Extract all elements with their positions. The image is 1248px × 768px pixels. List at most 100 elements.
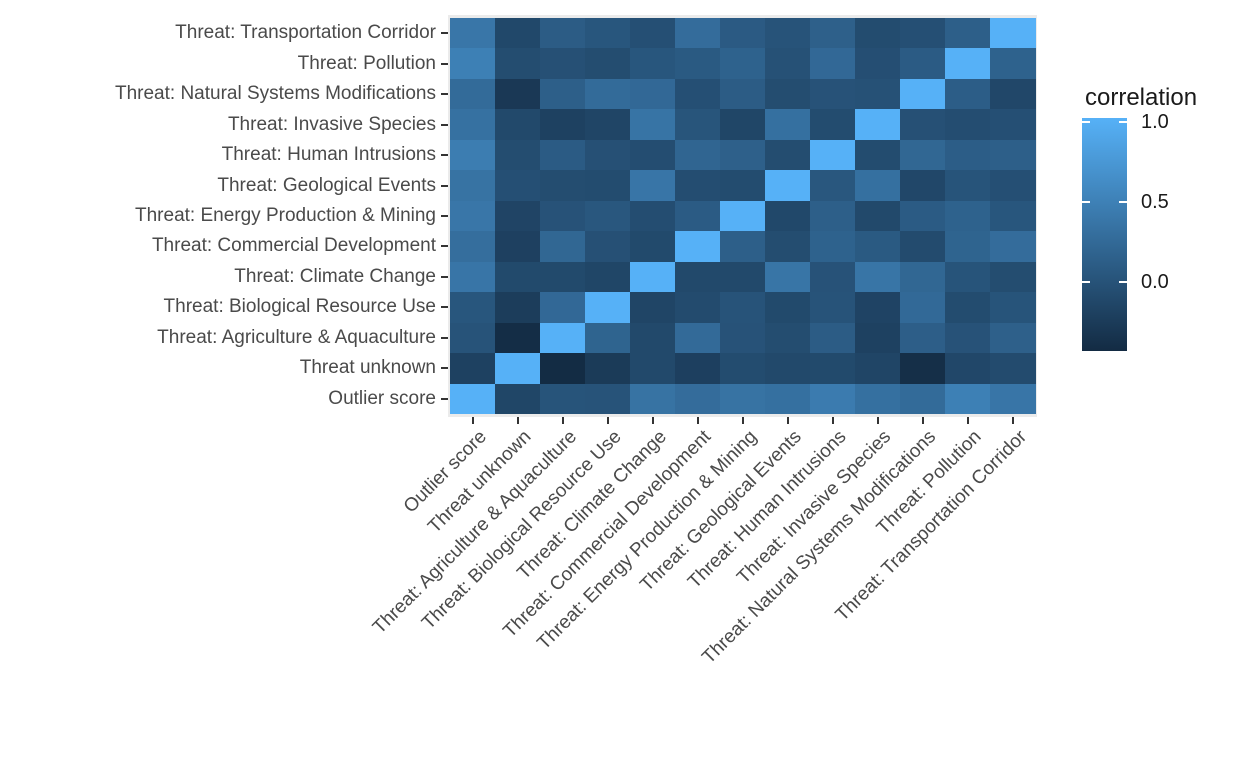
heatmap-cell (900, 353, 946, 385)
heatmap-cell (855, 261, 901, 293)
y-axis-label: Threat unknown (299, 357, 436, 379)
heatmap-cell (900, 383, 946, 415)
heatmap-cell (810, 139, 856, 171)
heatmap-cell (945, 18, 991, 49)
heatmap-cell (810, 48, 856, 80)
heatmap-cell (900, 322, 946, 354)
heatmap-cell (450, 48, 496, 80)
heatmap-cell (810, 200, 856, 232)
heatmap-cell (675, 109, 721, 141)
heatmap-cell (675, 322, 721, 354)
heatmap-cell (450, 261, 496, 293)
heatmap-cell (945, 231, 991, 263)
x-axis-tick (696, 417, 699, 424)
heatmap-cell (630, 231, 676, 263)
heatmap-cell (585, 261, 631, 293)
y-axis-tick (441, 184, 448, 187)
heatmap-cell (900, 18, 946, 49)
heatmap-cell (495, 231, 541, 263)
y-axis-label: Outlier score (328, 387, 436, 409)
heatmap-cell (990, 261, 1036, 293)
heatmap-cell (720, 170, 766, 202)
heatmap-cell (945, 170, 991, 202)
x-axis-tick (921, 417, 924, 424)
heatmap-cell (855, 353, 901, 385)
heatmap-cell (675, 383, 721, 415)
heatmap-cell (585, 353, 631, 385)
heatmap-cell (765, 48, 811, 80)
y-axis-label: Threat: Geological Events (217, 174, 436, 196)
heatmap-cell (990, 353, 1036, 385)
heatmap-cell (990, 109, 1036, 141)
y-axis-label: Threat: Human Intrusions (221, 144, 436, 166)
heatmap-cell (765, 261, 811, 293)
heatmap-cell (765, 353, 811, 385)
heatmap-cell (495, 261, 541, 293)
heatmap-cell (810, 261, 856, 293)
heatmap-cell (495, 139, 541, 171)
heatmap-cell (675, 353, 721, 385)
y-axis-label: Threat: Energy Production & Mining (135, 204, 436, 226)
y-axis-label: Threat: Commercial Development (151, 235, 436, 257)
heatmap-cell (540, 78, 586, 110)
heatmap-cell (810, 170, 856, 202)
y-axis-label: Threat: Transportation Corridor (175, 22, 436, 44)
heatmap-cell (945, 322, 991, 354)
heatmap-cell (855, 139, 901, 171)
heatmap-cell (720, 353, 766, 385)
heatmap-cell (540, 48, 586, 80)
heatmap-cell (630, 18, 676, 49)
heatmap-cell (945, 292, 991, 324)
heatmap-cell (990, 170, 1036, 202)
heatmap-cell (855, 200, 901, 232)
heatmap-cell (585, 48, 631, 80)
heatmap-cell (855, 78, 901, 110)
heatmap-cell (495, 170, 541, 202)
heatmap-cell (990, 292, 1036, 324)
heatmap-cell (720, 231, 766, 263)
heatmap-cell (675, 200, 721, 232)
legend-tick-mark (1082, 201, 1090, 203)
heatmap-cell (990, 383, 1036, 415)
heatmap-cell (810, 78, 856, 110)
heatmap-cell (495, 322, 541, 354)
heatmap-cell (765, 170, 811, 202)
heatmap-cell (630, 78, 676, 110)
heatmap-cell (630, 383, 676, 415)
heatmap-cell (855, 231, 901, 263)
heatmap-cell (450, 170, 496, 202)
heatmap-cell (900, 200, 946, 232)
y-axis-tick (441, 397, 448, 400)
y-axis-label: Threat: Pollution (297, 52, 436, 74)
heatmap-cell (540, 200, 586, 232)
legend-tick-mark (1119, 121, 1127, 123)
heatmap-cell (450, 292, 496, 324)
heatmap-cell (720, 139, 766, 171)
heatmap-cell (630, 353, 676, 385)
heatmap-cell (855, 383, 901, 415)
y-axis-tick (441, 154, 448, 157)
heatmap-cell (495, 383, 541, 415)
y-axis-tick (441, 62, 448, 65)
x-axis-tick (831, 417, 834, 424)
heatmap-cell (990, 78, 1036, 110)
heatmap-cell (765, 18, 811, 49)
heatmap-cell (765, 383, 811, 415)
heatmap-cell (810, 18, 856, 49)
y-axis-tick (441, 32, 448, 35)
heatmap-cell (450, 322, 496, 354)
heatmap-cell (720, 48, 766, 80)
heatmap-cell (945, 353, 991, 385)
heatmap-cell (495, 353, 541, 385)
heatmap-cell (855, 18, 901, 49)
heatmap-cell (540, 322, 586, 354)
heatmap-cell (585, 139, 631, 171)
y-axis-label: Threat: Natural Systems Modifications (114, 83, 436, 105)
heatmap-cell (855, 322, 901, 354)
heatmap-cell (765, 322, 811, 354)
y-axis-label: Threat: Biological Resource Use (163, 296, 436, 318)
heatmap-cell (585, 200, 631, 232)
legend-tick-mark (1119, 281, 1127, 283)
heatmap-cell (585, 383, 631, 415)
